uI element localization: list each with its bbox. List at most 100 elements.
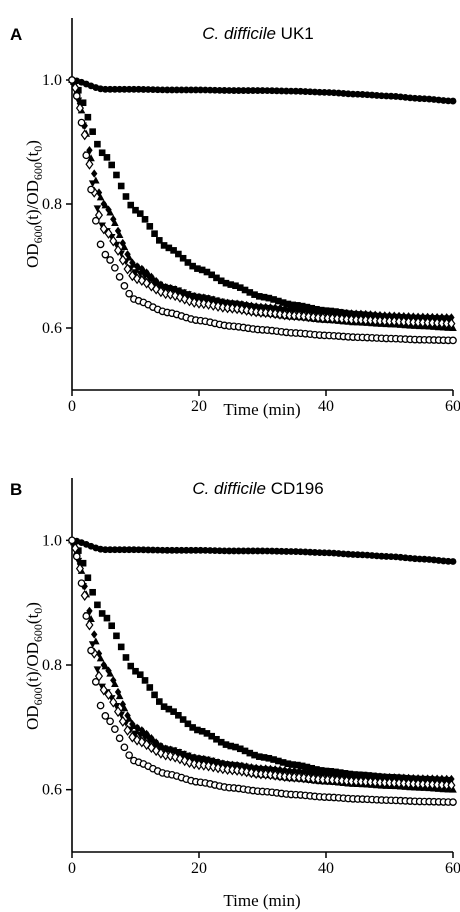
filled-square-marker xyxy=(308,764,316,772)
series-filled-circle xyxy=(68,536,457,565)
filled-circle-marker xyxy=(130,546,138,554)
y-tick-label: 1.0 xyxy=(42,72,62,89)
open-circle-marker xyxy=(101,250,110,259)
filled-triangle-up-marker xyxy=(120,243,129,251)
filled-square-marker xyxy=(327,768,335,775)
filled-triangle-up-marker xyxy=(425,784,433,792)
filled-square-marker xyxy=(317,767,325,774)
filled-square-marker xyxy=(108,161,115,169)
open-diamond-marker xyxy=(152,283,161,295)
filled-square-marker xyxy=(98,149,106,157)
filled-square-marker xyxy=(84,574,92,582)
filled-square-marker xyxy=(251,291,258,298)
y-axis-label: OD600(t)/OD600(t0) xyxy=(23,140,45,268)
filled-triangle-up-marker xyxy=(101,201,110,209)
filled-circle-marker xyxy=(382,553,390,560)
filled-circle-marker xyxy=(140,546,147,554)
open-diamond-marker xyxy=(266,769,275,781)
filled-square-marker xyxy=(275,757,282,765)
filled-square-marker xyxy=(332,768,339,776)
filled-triangle-up-marker xyxy=(425,322,433,330)
filled-square-marker xyxy=(146,684,154,691)
filled-square-marker xyxy=(170,247,177,254)
filled-circle-marker xyxy=(235,547,243,555)
open-diamond-marker xyxy=(237,303,246,316)
filled-triangle-down-marker xyxy=(150,740,159,748)
filled-triangle-up-marker xyxy=(96,654,105,662)
filled-square-marker xyxy=(275,297,282,305)
filled-circle-marker xyxy=(125,85,133,93)
open-circle-marker xyxy=(115,272,124,281)
filled-diamond-marker xyxy=(119,700,126,709)
filled-circle-marker xyxy=(273,87,281,95)
filled-square-marker xyxy=(141,216,149,223)
chart-title-organism: C. difficile xyxy=(192,479,266,498)
filled-triangle-down-marker xyxy=(179,289,187,297)
filled-circle-marker xyxy=(449,97,457,105)
filled-circle-marker xyxy=(349,90,357,98)
open-diamond-marker xyxy=(214,300,223,312)
open-diamond-marker xyxy=(128,731,137,743)
open-diamond-marker xyxy=(266,307,275,319)
filled-triangle-down-marker xyxy=(155,743,164,751)
filled-square-marker xyxy=(151,691,158,699)
filled-square-marker xyxy=(236,284,244,291)
filled-triangle-up-marker xyxy=(439,323,448,331)
filled-square-marker xyxy=(294,761,301,769)
open-diamond-marker xyxy=(271,769,280,781)
filled-square-marker xyxy=(122,654,130,661)
filled-circle-marker xyxy=(221,87,228,94)
filled-square-marker xyxy=(284,760,292,768)
filled-square-marker xyxy=(217,277,225,285)
filled-circle-marker xyxy=(278,87,285,95)
open-diamond-marker xyxy=(104,689,113,701)
filled-circle-marker xyxy=(163,86,171,94)
filled-square-marker xyxy=(265,294,273,302)
filled-triangle-up-marker xyxy=(430,784,438,792)
filled-circle-marker xyxy=(278,547,285,555)
series-filled-circle xyxy=(68,76,457,105)
filled-circle-marker xyxy=(140,86,147,93)
filled-circle-marker xyxy=(316,88,324,96)
open-diamond-marker xyxy=(161,749,170,761)
filled-circle-marker xyxy=(135,546,143,554)
filled-circle-marker xyxy=(225,547,233,555)
filled-square-marker xyxy=(289,761,296,768)
open-diamond-marker xyxy=(175,753,184,765)
filled-triangle-up-marker xyxy=(134,263,143,271)
open-circle-marker xyxy=(72,552,81,561)
filled-circle-marker xyxy=(254,87,262,94)
filled-diamond-marker xyxy=(119,238,126,248)
filled-triangle-up-marker xyxy=(120,704,129,712)
filled-square-marker xyxy=(75,86,82,94)
filled-square-marker xyxy=(146,223,154,230)
filled-square-marker xyxy=(75,547,82,554)
x-tick-label: 20 xyxy=(191,860,207,877)
filled-triangle-up-marker xyxy=(111,680,119,688)
filled-square-marker xyxy=(141,677,149,684)
filled-square-marker xyxy=(132,206,139,214)
open-circle-marker xyxy=(96,701,105,710)
filled-circle-marker xyxy=(187,86,195,94)
open-circle-marker xyxy=(82,612,91,620)
filled-square-marker xyxy=(298,302,306,310)
filled-circle-marker xyxy=(106,85,114,93)
x-tick-label: 0 xyxy=(68,860,76,877)
chart-title-organism: C. difficile xyxy=(202,24,276,43)
filled-circle-marker xyxy=(173,86,181,94)
filled-square-marker xyxy=(256,293,263,300)
filled-diamond-marker xyxy=(124,250,131,259)
filled-circle-marker xyxy=(282,87,290,95)
open-diamond-marker xyxy=(85,158,94,170)
open-diamond-marker xyxy=(104,227,113,239)
chart-title: C. difficile CD196 xyxy=(192,479,323,498)
filled-square-marker xyxy=(94,140,101,148)
filled-circle-marker xyxy=(149,546,157,554)
filled-triangle-down-marker xyxy=(93,666,102,674)
filled-square-marker xyxy=(127,662,135,670)
filled-triangle-up-marker xyxy=(434,323,443,331)
filled-circle-marker xyxy=(135,85,143,93)
filled-square-marker xyxy=(179,716,187,723)
filled-triangle-up-marker xyxy=(106,208,114,216)
open-circle-marker xyxy=(77,118,86,127)
